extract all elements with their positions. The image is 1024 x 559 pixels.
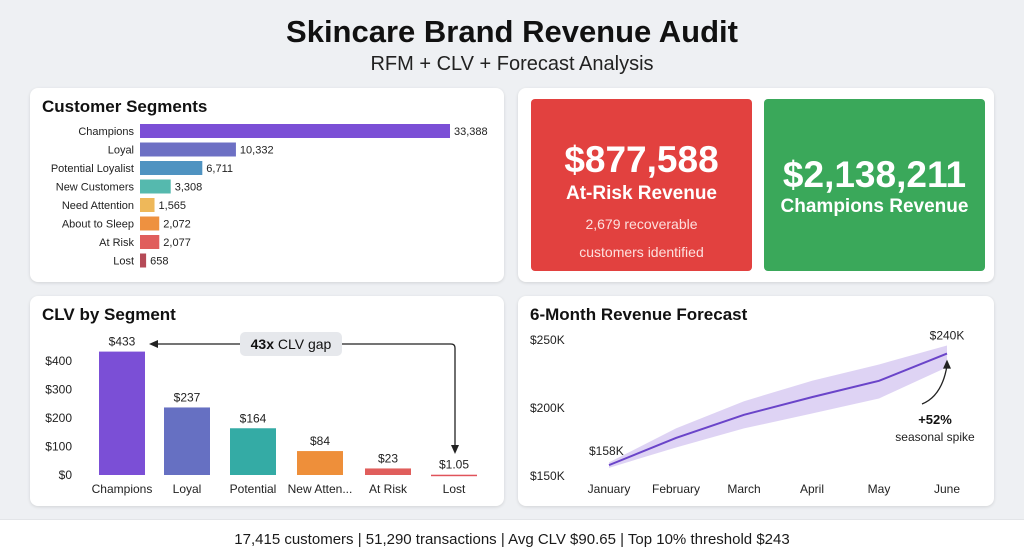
clv-ytick-label: $0 (59, 468, 73, 482)
segment-value-label: 2,077 (163, 237, 191, 249)
clv-value-label: $84 (310, 434, 330, 448)
forecast-title: 6-Month Revenue Forecast (530, 305, 748, 324)
segment-value-label: 33,388 (454, 126, 488, 138)
segment-value-label: 3,308 (175, 182, 203, 194)
segments-chart: Champions 33,388 Loyal 10,332 Potential Loya… (51, 124, 488, 268)
clv-card: CLV by Segment $0 $100 $200 $300 $400 $433 Cha… (30, 296, 504, 506)
forecast-month-label: March (727, 482, 760, 496)
segment-bar (140, 216, 160, 231)
champions-kpi: $2,138,211 Champions Revenue (764, 99, 985, 271)
clv-value-label: $1.05 (439, 458, 469, 472)
forecast-month-label: February (652, 482, 700, 496)
gap-annotation-bold: 43x (251, 336, 275, 352)
forecast-month-label: May (868, 482, 891, 496)
segment-value-label: 10,332 (240, 145, 274, 157)
champions-label: Champions Revenue (780, 196, 969, 217)
segment-label: Need Attention (62, 200, 134, 212)
segment-bar (140, 142, 236, 157)
clv-category-label: Lost (443, 482, 466, 496)
summary-footer: 17,415 customers | 51,290 transactions |… (0, 519, 1024, 559)
segment-value-label: 658 (150, 256, 168, 268)
forecast-start-label: $158K (589, 444, 624, 458)
gap-annotation-rest: CLV gap (274, 336, 332, 352)
clv-ytick-label: $100 (45, 440, 72, 454)
kpi-card: $877,588 At-Risk Revenue 2,679 recoverab… (518, 88, 994, 282)
forecast-card: 6-Month Revenue Forecast $150K $200K $250K… (518, 296, 994, 506)
at-risk-note-line1: 2,679 recoverable (585, 216, 698, 232)
clv-title: CLV by Segment (42, 305, 176, 324)
segments-title: Customer Segments (42, 97, 208, 116)
segment-label: At Risk (99, 237, 134, 249)
clv-value-label: $433 (109, 335, 136, 349)
segment-bar (140, 235, 160, 249)
clv-bar (99, 351, 145, 475)
segment-label: About to Sleep (62, 219, 134, 231)
forecast-chart: $150K $200K $250K January February March April… (530, 329, 975, 496)
at-risk-label: At-Risk Revenue (566, 183, 717, 204)
clv-category-label: Champions (92, 482, 153, 496)
page-subtitle: RFM + CLV + Forecast Analysis (370, 53, 654, 75)
gap-arrowhead-left (149, 340, 158, 348)
spike-annotation-text: seasonal spike (895, 430, 975, 444)
page-title: Skincare Brand Revenue Audit (286, 14, 738, 49)
forecast-ytick-label: $150K (530, 469, 565, 483)
gap-annotation-text: 43x CLV gap (251, 336, 332, 352)
clv-bar (365, 468, 411, 475)
segment-value-label: 1,565 (159, 200, 187, 212)
segment-bar (140, 179, 171, 194)
clv-bar (297, 451, 343, 475)
segment-label: Potential Loyalist (51, 163, 134, 175)
segment-label: Champions (78, 126, 134, 138)
gap-arrowhead-down (451, 445, 459, 454)
forecast-month-label: April (800, 482, 824, 496)
segment-bar (140, 253, 147, 268)
clv-bar (164, 407, 210, 475)
segment-label: New Customers (56, 182, 135, 194)
forecast-ytick-label: $250K (530, 333, 565, 347)
spike-arrowhead (943, 359, 951, 369)
clv-value-label: $23 (378, 451, 398, 465)
champions-value: $2,138,211 (782, 154, 967, 195)
clv-ytick-label: $400 (45, 354, 72, 368)
clv-category-label: At Risk (369, 482, 408, 496)
at-risk-note-line2: customers identified (579, 244, 704, 260)
segment-label: Lost (113, 256, 134, 268)
forecast-month-label: January (588, 482, 631, 496)
forecast-ytick-label: $200K (530, 401, 565, 415)
forecast-month-label: June (934, 482, 960, 496)
clv-value-label: $237 (174, 390, 201, 404)
clv-ytick-label: $300 (45, 383, 72, 397)
segment-bar (140, 198, 155, 212)
gap-annotation-box (240, 332, 342, 356)
spike-annotation-bold: +52% (918, 412, 952, 427)
clv-chart: $0 $100 $200 $300 $400 $433 Champions $237 Loyal… (45, 332, 477, 496)
gap-arrow-line-right (342, 343, 456, 446)
at-risk-kpi: $877,588 At-Risk Revenue 2,679 recoverab… (531, 99, 752, 271)
forecast-line (608, 352, 948, 467)
clv-category-label: Loyal (173, 482, 202, 496)
segment-value-label: 6,711 (206, 163, 233, 175)
segment-bar (140, 161, 203, 175)
clv-bar (230, 428, 276, 475)
segment-bar (140, 124, 450, 138)
segment-label: Loyal (108, 145, 134, 157)
at-risk-value: $877,588 (564, 139, 719, 180)
clv-value-label: $164 (240, 411, 267, 425)
clv-category-label: Potential (230, 482, 277, 496)
clv-bar (431, 474, 477, 477)
segment-value-label: 2,072 (163, 219, 191, 231)
customer-segments-card: Customer Segments Champions 33,388 Loyal 10… (30, 88, 504, 282)
clv-ytick-label: $200 (45, 411, 72, 425)
spike-arrow-line (921, 365, 948, 405)
clv-category-label: New Atten... (288, 482, 353, 496)
forecast-end-label: $240K (930, 329, 965, 343)
